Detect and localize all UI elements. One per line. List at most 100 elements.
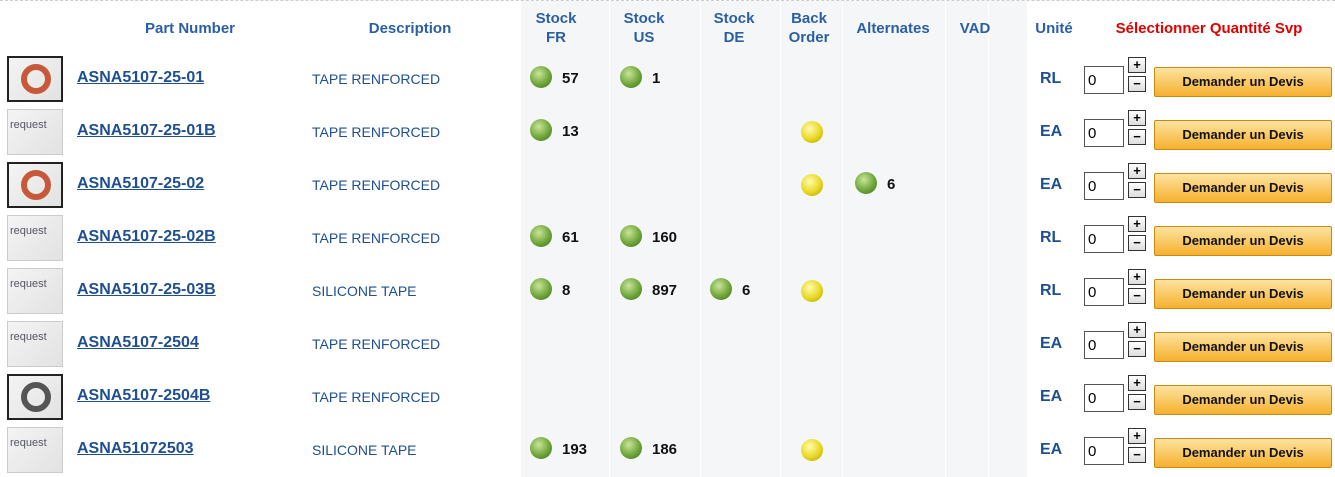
stock-indicator [530, 278, 552, 300]
header-unit: Unité [1030, 19, 1078, 38]
back-order-indicator [801, 174, 823, 196]
thumbnail-photo [7, 162, 63, 208]
stock-indicator [530, 66, 552, 88]
stock-indicator [620, 437, 642, 459]
description: SILICONE TAPE [312, 283, 417, 299]
thumbnail: request [7, 215, 63, 261]
quantity-input[interactable] [1084, 278, 1124, 306]
quantity-input[interactable] [1084, 437, 1124, 465]
decrement-button[interactable]: − [1128, 394, 1146, 410]
stock-fr-value: 8 [562, 282, 570, 299]
decrement-button[interactable]: − [1128, 129, 1146, 145]
increment-button[interactable]: + [1128, 163, 1146, 179]
quote-button[interactable]: Demander un Devis [1154, 173, 1332, 203]
description: TAPE RENFORCED [312, 177, 440, 193]
increment-button[interactable]: + [1128, 216, 1146, 232]
decrement-button[interactable]: − [1128, 341, 1146, 357]
quote-button[interactable]: Demander un Devis [1154, 438, 1332, 468]
stock-indicator [620, 66, 642, 88]
stock-us-value: 186 [652, 441, 677, 458]
back-order-indicator [801, 439, 823, 461]
quote-button[interactable]: Demander un Devis [1154, 226, 1332, 256]
page: Part Number Description Stock FR Stock U… [0, 0, 1335, 476]
stock-de-value: 6 [742, 282, 750, 299]
stock-indicator [855, 172, 877, 194]
tape-roll [21, 64, 51, 94]
part-number-link[interactable]: ASNA5107-2504B [77, 387, 210, 405]
header-stock-us: Stock US [618, 9, 670, 47]
description: TAPE RENFORCED [312, 389, 440, 405]
quantity-input[interactable] [1084, 384, 1124, 412]
increment-button[interactable]: + [1128, 322, 1146, 338]
increment-button[interactable]: + [1128, 57, 1146, 73]
thumbnail-text: request [10, 278, 47, 290]
part-number-link[interactable]: ASNA5107-25-02B [77, 228, 216, 246]
decrement-button[interactable]: − [1128, 182, 1146, 198]
thumbnail: request [7, 268, 63, 314]
header-stock-fr: Stock FR [530, 9, 582, 47]
unit: EA [1040, 335, 1062, 353]
unit: EA [1040, 176, 1062, 194]
part-number-link[interactable]: ASNA5107-2504 [77, 334, 199, 352]
header-description: Description [320, 19, 500, 38]
thumbnail-text: request [10, 437, 47, 449]
quantity-input[interactable] [1084, 119, 1124, 147]
header-alternates: Alternates [842, 19, 944, 38]
thumbnail-text: request [10, 119, 47, 131]
description: TAPE RENFORCED [312, 124, 440, 140]
decrement-button[interactable]: − [1128, 76, 1146, 92]
quantity-input[interactable] [1084, 225, 1124, 253]
quote-button[interactable]: Demander un Devis [1154, 385, 1332, 415]
stock-indicator [620, 278, 642, 300]
description: SILICONE TAPE [312, 442, 417, 458]
quote-button[interactable]: Demander un Devis [1154, 67, 1332, 97]
description: TAPE RENFORCED [312, 336, 440, 352]
description: TAPE RENFORCED [312, 230, 440, 246]
thumbnail-photo [7, 374, 63, 420]
thumbnail-text: request [10, 331, 47, 343]
header-back-order: Back Order [783, 9, 835, 47]
increment-button[interactable]: + [1128, 110, 1146, 126]
increment-button[interactable]: + [1128, 375, 1146, 391]
stock-us-value: 160 [652, 229, 677, 246]
back-order-indicator [801, 121, 823, 143]
stock-fr-value: 193 [562, 441, 587, 458]
tape-roll [21, 382, 51, 412]
thumbnail: request [7, 321, 63, 367]
tape-roll [21, 170, 51, 200]
part-number-link[interactable]: ASNA5107-25-02 [77, 175, 204, 193]
quote-button[interactable]: Demander un Devis [1154, 120, 1332, 150]
stock-indicator [530, 437, 552, 459]
decrement-button[interactable]: − [1128, 447, 1146, 463]
thumbnail: request [7, 109, 63, 155]
stock-indicator [620, 225, 642, 247]
unit: EA [1040, 123, 1062, 141]
unit: RL [1040, 229, 1061, 247]
decrement-button[interactable]: − [1128, 288, 1146, 304]
unit: EA [1040, 441, 1062, 459]
part-number-link[interactable]: ASNA51072503 [77, 440, 194, 458]
column-band [780, 1, 842, 477]
stock-indicator [710, 278, 732, 300]
quote-button[interactable]: Demander un Devis [1154, 332, 1332, 362]
stock-us-value: 897 [652, 282, 677, 299]
quantity-input[interactable] [1084, 66, 1124, 94]
part-number-link[interactable]: ASNA5107-25-01B [77, 122, 216, 140]
increment-button[interactable]: + [1128, 269, 1146, 285]
stock-indicator [530, 225, 552, 247]
quantity-input[interactable] [1084, 331, 1124, 359]
thumbnail-text: request [10, 225, 47, 237]
quantity-input[interactable] [1084, 172, 1124, 200]
thumbnail: request [7, 427, 63, 473]
column-band [945, 1, 988, 477]
stock-fr-value: 13 [562, 123, 579, 140]
part-number-link[interactable]: ASNA5107-25-03B [77, 281, 216, 299]
increment-button[interactable]: + [1128, 428, 1146, 444]
unit: EA [1040, 388, 1062, 406]
quote-button[interactable]: Demander un Devis [1154, 279, 1332, 309]
part-number-link[interactable]: ASNA5107-25-01 [77, 69, 204, 87]
column-band [988, 1, 1027, 477]
decrement-button[interactable]: − [1128, 235, 1146, 251]
stock-us-value: 1 [652, 70, 660, 87]
alternates-value: 6 [887, 176, 895, 193]
